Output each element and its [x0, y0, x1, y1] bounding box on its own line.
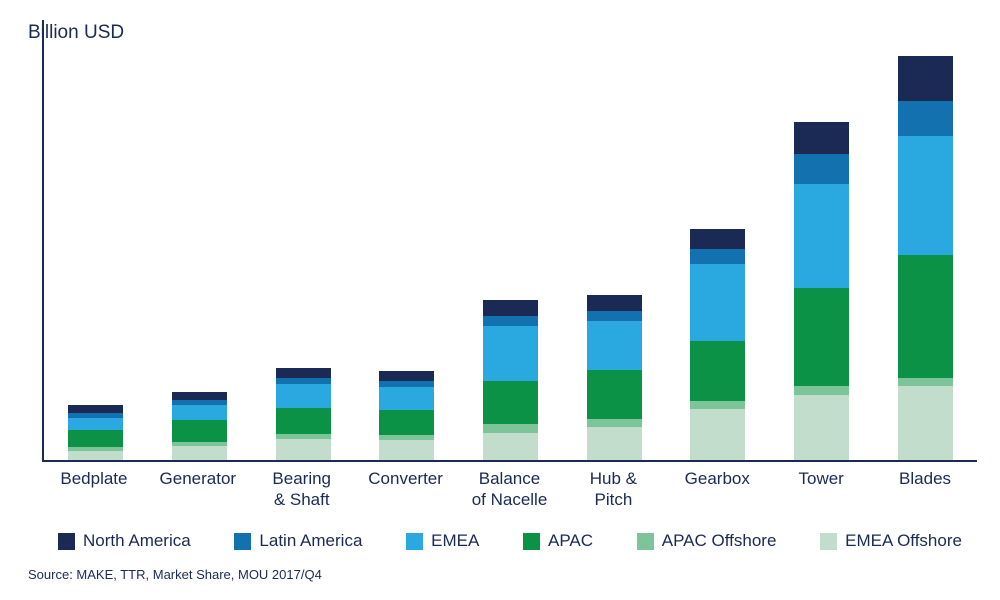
bar-segment	[897, 386, 953, 460]
legend-item: EMEA	[406, 531, 479, 551]
bar-segment	[793, 122, 849, 155]
category-label: Bedplate	[60, 469, 128, 488]
bar-segment	[482, 300, 538, 316]
bar-segment	[275, 438, 331, 460]
bar-segment	[68, 404, 124, 413]
category-label: Converter	[368, 469, 443, 488]
bar-segment	[690, 249, 746, 264]
legend-swatch-icon	[523, 532, 540, 550]
bar-segment	[275, 378, 331, 385]
legend-swatch-icon	[58, 532, 75, 550]
bar-segment	[171, 445, 227, 460]
legend: North America Latin America EMEA APAC APAC O…	[58, 531, 962, 551]
bar-segment	[171, 441, 227, 446]
legend-label: North America	[83, 531, 191, 550]
category-label: Generator	[159, 469, 237, 488]
x-axis-labels: Bedplate Generator Bearing & Shaft Converte…	[42, 468, 977, 511]
bars-container	[44, 20, 977, 460]
bar-segment	[482, 315, 538, 326]
bar-segment	[586, 427, 642, 460]
stacked-bar-gearbox	[690, 228, 746, 460]
legend-swatch-icon	[636, 532, 654, 550]
bar-segment	[171, 404, 227, 421]
category-label: Tower	[798, 469, 844, 488]
bar-segment	[171, 391, 227, 400]
bar-segment	[482, 381, 538, 425]
bar-segment	[690, 263, 746, 342]
bar-segment	[586, 310, 642, 321]
bar-segment	[586, 370, 642, 420]
bar-segment	[379, 439, 435, 460]
bar-segment	[586, 419, 642, 428]
bar-segment	[586, 320, 642, 371]
bar-segment	[897, 135, 953, 256]
bar-segment	[68, 418, 124, 431]
bar-segment	[379, 381, 435, 388]
bar-segment	[379, 409, 435, 436]
bar-segment	[379, 435, 435, 440]
bar-segment	[68, 430, 124, 447]
stacked-bar-blades	[897, 55, 953, 460]
bar-segment	[275, 368, 331, 379]
stacked-bar-balance-of-nacelle	[482, 300, 538, 460]
bar-segment	[793, 183, 849, 289]
legend-swatch-icon	[406, 532, 424, 550]
bar-segment	[482, 433, 538, 460]
bar-segment	[379, 387, 435, 410]
bar-segment	[897, 100, 953, 136]
bar-segment	[690, 400, 746, 409]
stacked-bar-tower	[793, 122, 849, 460]
stacked-bar-converter	[379, 371, 435, 460]
bar-segment	[586, 295, 642, 311]
legend-label: EMEA Offshore	[845, 531, 962, 550]
bar-segment	[68, 446, 124, 451]
category-label: Bearing & Shaft	[272, 469, 332, 510]
stacked-bar-bearing-shaft	[275, 368, 331, 460]
category-label: Hub & Pitch	[589, 469, 637, 510]
stacked-bar-bedplate	[68, 404, 124, 460]
bar-segment	[793, 288, 849, 387]
legend-label: APAC	[548, 531, 594, 550]
bar-segment	[793, 386, 849, 395]
legend-swatch-icon	[234, 532, 252, 550]
legend-item: Latin America	[234, 531, 362, 551]
legend-item: APAC	[523, 531, 593, 551]
bar-segment	[275, 384, 331, 408]
stacked-bar-generator	[171, 391, 227, 460]
category-label: Gearbox	[684, 469, 750, 488]
bar-segment	[379, 371, 435, 382]
bar-segment	[275, 407, 331, 435]
bar-segment	[690, 228, 746, 250]
bar-segment	[482, 424, 538, 434]
category-label: Balance of Nacelle	[471, 469, 548, 510]
legend-item: APAC Offshore	[636, 531, 777, 551]
legend-item: EMEA Offshore	[820, 531, 962, 551]
legend-item: North America	[58, 531, 191, 551]
bar-segment	[275, 434, 331, 439]
legend-swatch-icon	[820, 532, 838, 550]
legend-label: EMEA	[431, 531, 480, 550]
source-note: Source: MAKE, TTR, Market Share, MOU 201…	[28, 567, 322, 582]
bar-segment	[897, 55, 953, 101]
plot-area	[42, 20, 977, 462]
legend-label: Latin America	[259, 531, 363, 550]
bar-segment	[793, 394, 849, 460]
bar-segment	[897, 255, 953, 379]
bar-segment	[171, 399, 227, 405]
bar-segment	[690, 341, 746, 401]
bar-segment	[68, 450, 124, 460]
stacked-bar-hub-pitch	[586, 295, 642, 460]
bar-segment	[897, 378, 953, 387]
bar-segment	[793, 154, 849, 184]
bar-segment	[482, 325, 538, 382]
chart-title: Billion USD	[28, 22, 125, 43]
bar-segment	[690, 408, 746, 460]
legend-label: APAC Offshore	[661, 531, 777, 550]
bar-segment	[171, 420, 227, 442]
bar-segment	[68, 412, 124, 419]
category-label: Blades	[899, 469, 952, 488]
